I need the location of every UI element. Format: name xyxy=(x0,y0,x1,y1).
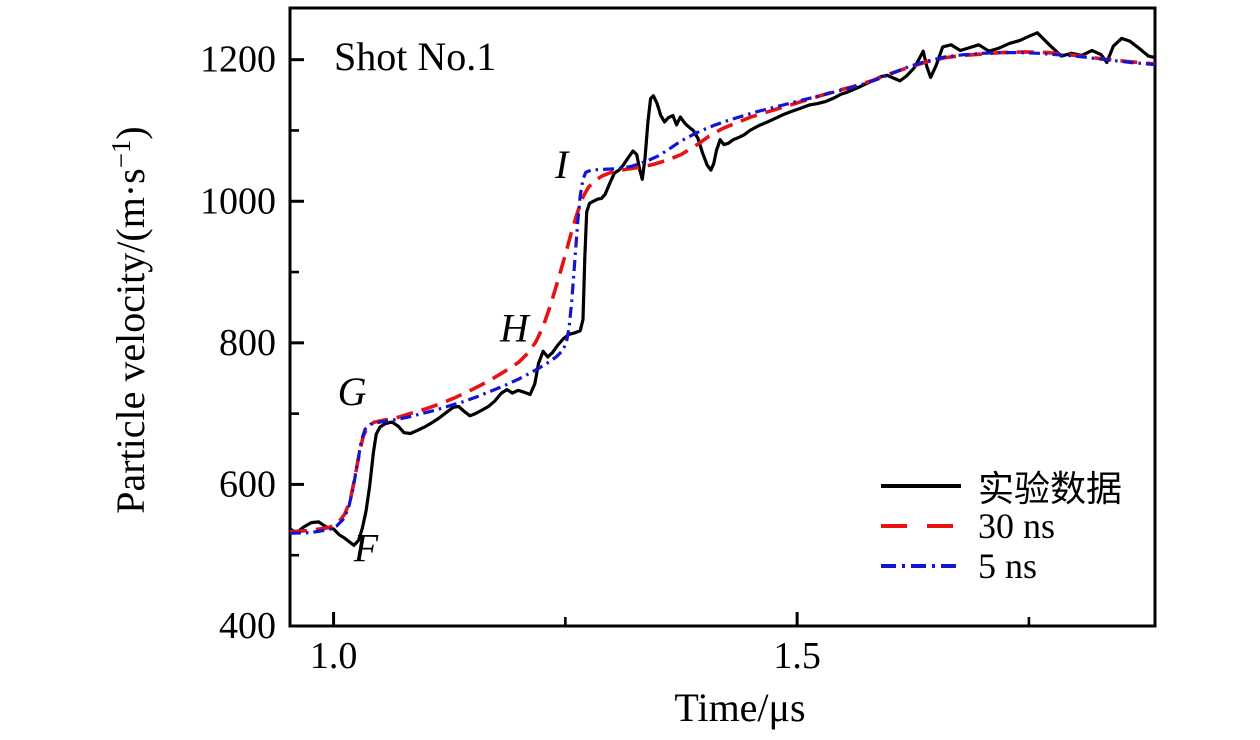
legend: 实验数据 30 ns 5 ns xyxy=(878,466,1122,586)
series-5ns xyxy=(289,50,1156,535)
point-label-F: F xyxy=(353,526,379,571)
legend-line-dashed-icon xyxy=(881,524,961,528)
y-axis-title: Particle velocity/(m·s−1) xyxy=(106,126,154,514)
y-axis-title-close: ) xyxy=(108,126,154,140)
legend-line-solid-icon xyxy=(881,484,961,488)
point-label-I: I xyxy=(554,142,570,187)
legend-label-experiment: 实验数据 xyxy=(978,469,1123,509)
legend-row-30ns: 30 ns xyxy=(878,506,1122,546)
legend-row-experiment: 实验数据 xyxy=(878,466,1122,509)
y-tick-label: 400 xyxy=(219,605,276,647)
y-tick-label: 800 xyxy=(219,322,276,364)
y-tick-label: 1200 xyxy=(200,39,276,81)
plot-frame xyxy=(288,6,1157,628)
x-axis-title: Time/μs xyxy=(674,685,806,730)
y-axis-title-exponent: −1 xyxy=(105,139,136,169)
legend-label-5ns: 5 ns xyxy=(978,546,1038,586)
y-tick-label: 1000 xyxy=(200,180,276,222)
x-tick-label: 1.0 xyxy=(310,635,358,677)
point-label-G: G xyxy=(338,369,367,414)
legend-line-dashdot-icon xyxy=(881,564,961,568)
series-experiment xyxy=(289,31,1156,547)
legend-row-5ns: 5 ns xyxy=(878,546,1122,586)
y-tick-label: 600 xyxy=(219,463,276,505)
y-axis-title-text: Particle velocity/(m·s xyxy=(108,168,154,514)
shot-annotation: Shot No.1 xyxy=(334,34,497,79)
legend-label-30ns: 30 ns xyxy=(978,506,1056,546)
point-label-H: H xyxy=(499,305,531,350)
x-tick-label: 1.5 xyxy=(773,635,821,677)
